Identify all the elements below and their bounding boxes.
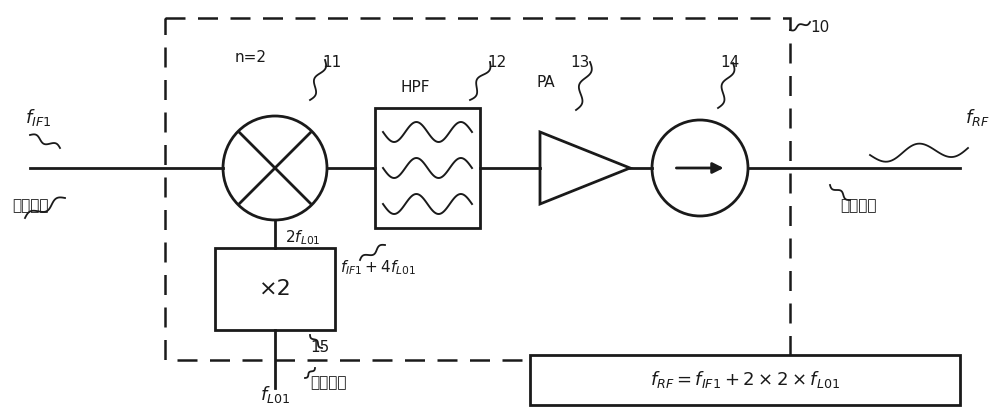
Text: 13: 13 bbox=[570, 55, 589, 70]
Bar bbox=[215, 248, 335, 330]
Text: 10: 10 bbox=[810, 20, 829, 35]
Text: $f_{IF1}$: $f_{IF1}$ bbox=[25, 107, 51, 128]
Text: 11: 11 bbox=[322, 55, 341, 70]
Text: PA: PA bbox=[536, 75, 555, 90]
Bar bbox=[375, 108, 480, 228]
Bar bbox=[165, 18, 790, 360]
Text: ×2: ×2 bbox=[259, 279, 291, 299]
Text: $f_{L01}$: $f_{L01}$ bbox=[260, 384, 290, 405]
Text: n=2: n=2 bbox=[235, 50, 267, 65]
Text: 14: 14 bbox=[720, 55, 739, 70]
Text: $f_{RF}$: $f_{RF}$ bbox=[965, 107, 989, 128]
Text: $f_{IF1}+4f_{L01}$: $f_{IF1}+4f_{L01}$ bbox=[340, 258, 416, 277]
Text: $2f_{L01}$: $2f_{L01}$ bbox=[285, 228, 321, 247]
Text: 输入信号: 输入信号 bbox=[12, 198, 48, 213]
Text: 12: 12 bbox=[487, 55, 506, 70]
Bar bbox=[530, 355, 960, 405]
Text: 本振信号: 本振信号 bbox=[310, 375, 347, 390]
Text: $f_{RF} = f_{IF1} + 2\times2\times f_{L01}$: $f_{RF} = f_{IF1} + 2\times2\times f_{L0… bbox=[650, 369, 840, 391]
Text: HPF: HPF bbox=[400, 80, 430, 95]
Text: 输出信号: 输出信号 bbox=[840, 198, 876, 213]
Text: 15: 15 bbox=[310, 340, 329, 355]
